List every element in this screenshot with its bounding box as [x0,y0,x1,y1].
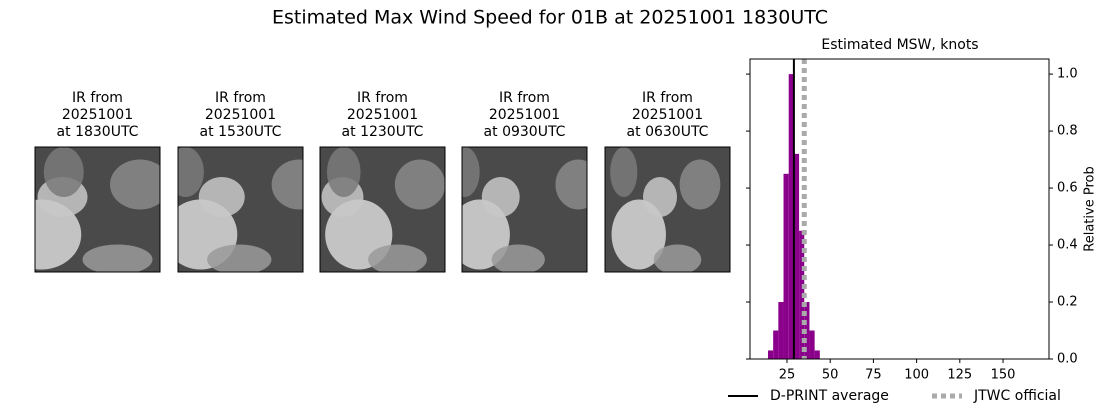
ir-image [461,146,588,273]
bar [804,302,810,359]
cloud [643,177,677,217]
ir-content [320,147,445,272]
panel-label: 20251001 [205,107,276,123]
cloud [611,199,666,270]
y-tick-label: 1.0 [1057,67,1078,82]
cloud [610,147,638,197]
panel-frame [604,146,731,273]
cloud [653,244,702,272]
x-tick-label: 150 [991,368,1016,383]
cloud [555,159,587,210]
x-tick-label: 100 [904,368,929,383]
x-tick-label: 50 [822,368,839,383]
cloud [679,159,721,210]
panel-label: at 0630UTC [627,124,709,140]
y-tick-label: 0.8 [1057,124,1078,139]
ir-image [604,146,731,273]
cloud [82,244,153,272]
cloud [35,199,82,270]
panel-label: at 1530UTC [200,124,282,140]
cloud [326,147,361,197]
bar [778,302,784,359]
panel-label: IR from [72,90,123,106]
panel-label: IR from [357,90,408,106]
bar [783,173,789,359]
cloud [481,177,520,217]
ir-image [319,146,446,273]
panel-frame [177,146,304,273]
cloud [43,147,84,197]
cloud [198,177,245,217]
panel-label: IR from [499,90,550,106]
bar [788,74,794,359]
panel-label: at 1830UTC [57,124,139,140]
panel-label: 20251001 [632,107,703,123]
legend-label: JTWC official [973,388,1061,404]
plot-frame [749,58,1050,360]
cloud [394,159,445,210]
ir-image [34,146,161,273]
panel-frame [319,146,446,273]
figure-title: Estimated Max Wind Speed for 01B at 2025… [272,7,828,29]
panel-label: IR from [642,90,693,106]
panel-label: IR from [215,90,266,106]
cloud [368,244,427,272]
bar [799,230,805,359]
panel-label: 20251001 [62,107,133,123]
y-axis-label: Relative Prob [1083,166,1098,251]
bar [767,350,774,359]
cloud [271,159,303,210]
panel-label: 20251001 [347,107,418,123]
y-tick-label: 0.0 [1057,352,1078,367]
panel-label: 20251001 [489,107,560,123]
x-tick-label: 75 [865,368,882,383]
ir-image [177,146,304,273]
y-tick-label: 0.4 [1057,238,1078,253]
cloud [462,147,480,197]
panel-frame [34,146,161,273]
y-tick-label: 0.2 [1057,295,1078,310]
bar [793,153,800,359]
x-tick-label: 25 [779,368,796,383]
bar [814,350,820,359]
y-tick-label: 0.6 [1057,181,1078,196]
panel-label: at 1230UTC [342,124,424,140]
cloud [110,159,160,210]
ir-content [605,147,730,272]
panel-frame [461,146,588,273]
chart-title: Estimated MSW, knots [821,37,978,53]
legend-label: D-PRINT average [770,388,889,404]
ir-content [462,147,587,272]
cloud [491,244,545,272]
x-tick-label: 125 [947,368,972,383]
bar [809,330,815,359]
ir-content [178,147,303,272]
cloud [178,147,204,197]
cloud [207,244,272,272]
ir-content [35,147,160,272]
bar [773,330,779,359]
panel-label: at 0930UTC [484,124,566,140]
